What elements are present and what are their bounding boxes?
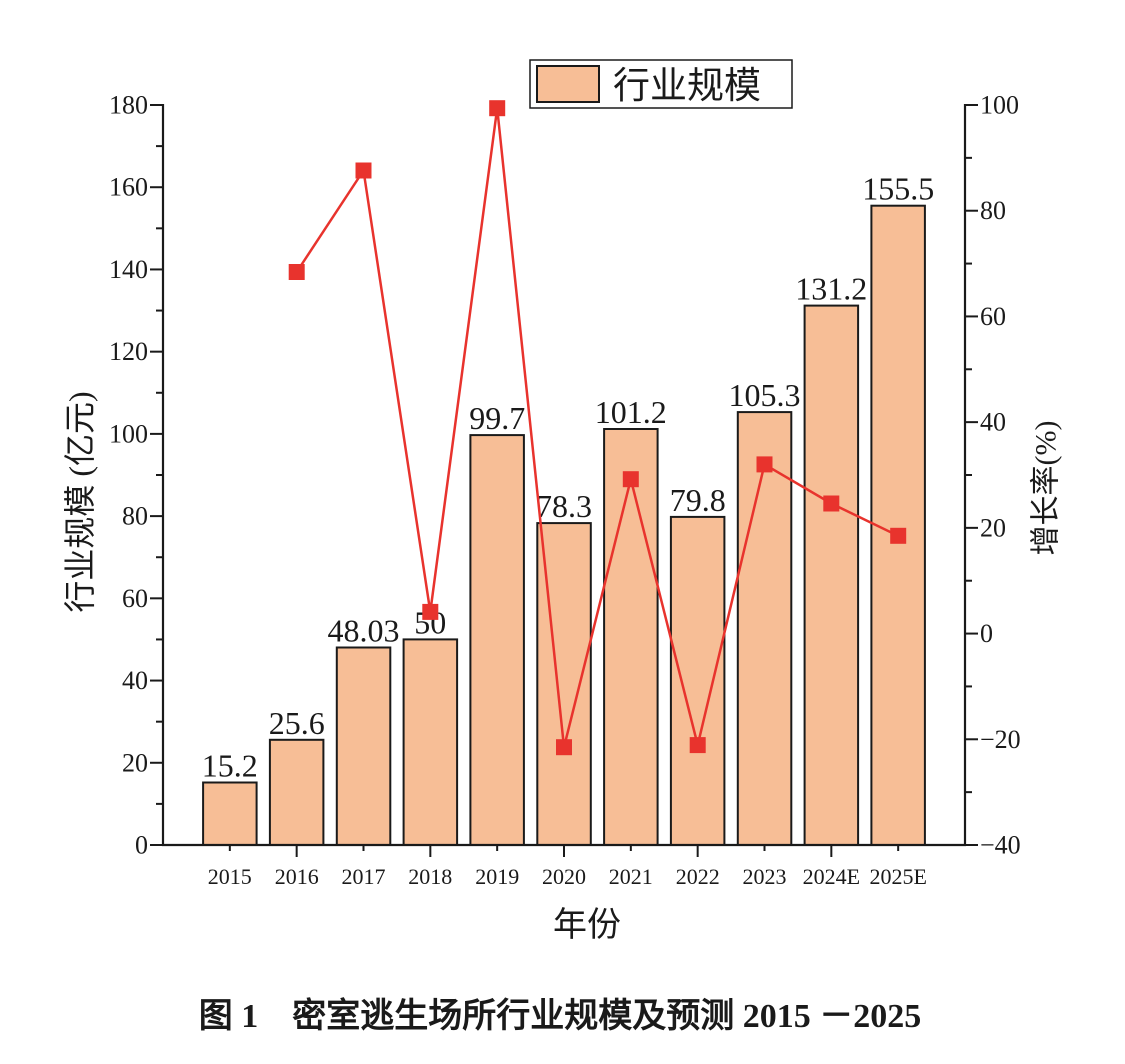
y2-tick-label: 40 [980, 408, 1006, 437]
growth-rate-marker-2016 [288, 264, 305, 280]
bar-2025E [870, 204, 926, 846]
y-tick-label: 80 [122, 502, 148, 531]
y2-tick-label: 20 [980, 513, 1006, 542]
x-tick-label-2024E: 2024E [803, 864, 860, 889]
bar-value-label-2019: 99.7 [469, 400, 525, 436]
bar-2018 [402, 638, 459, 847]
bars-layer [202, 204, 926, 847]
bar-value-label-2023: 105.3 [729, 377, 801, 413]
bar-value-label-2017: 48.03 [328, 613, 400, 649]
y-tick-label: 160 [109, 173, 148, 202]
x-axis-title: 年份 [553, 906, 621, 944]
x-tick-label-2021: 2021 [609, 864, 653, 889]
axes: 0 20 40 60 80 100 120 140 160 180 −40 −20 0 20 40 60 80 1… [109, 91, 1021, 890]
bar-2017 [335, 646, 392, 846]
growth-rate-marker-2022 [689, 737, 706, 754]
y-tick-label: 100 [109, 419, 148, 448]
growth-rate-marker-2025E [890, 527, 907, 544]
legend: 行业规模 [529, 59, 793, 109]
y-axis-title: 行业规模 (亿元) [62, 391, 98, 612]
figure-caption: 图 1 密室逃生场所行业规模及预测 2015 －2025 [199, 996, 922, 1035]
growth-rate-marker-2023 [756, 456, 773, 473]
bar-value-labels: 15.225.648.03 5099.778.3101.279.8105.3131… [202, 171, 934, 784]
growth-rate-marker-2020 [556, 739, 572, 756]
x-tick-label-2019: 2019 [475, 864, 519, 889]
bar-2022 [669, 515, 726, 847]
y2-tick-label: −20 [980, 725, 1021, 754]
growth-rate-marker-2024E [823, 495, 840, 512]
bar-2021 [603, 428, 659, 846]
bar-value-label-2015: 15.2 [202, 748, 258, 784]
x-tick-label-2017: 2017 [342, 864, 386, 889]
bar-2024E [803, 304, 860, 847]
bar-value-label-2016: 25.6 [269, 705, 325, 741]
bar-value-label-2022: 79.8 [670, 482, 726, 518]
x-tick-label-2015: 2015 [208, 864, 252, 889]
x-tick-label-2023: 2023 [743, 864, 787, 889]
bar-value-label-2020: 78.3 [536, 488, 592, 524]
y-tick-label: 180 [109, 91, 148, 120]
growth-rate-line [295, 108, 899, 748]
bar-value-label-2025E: 155.5 [862, 171, 934, 207]
y-tick-label: 20 [122, 748, 148, 777]
y-tick-label: 140 [109, 255, 148, 284]
y2-tick-label: 100 [980, 91, 1019, 120]
bar-2019 [469, 434, 525, 846]
legend-label: 行业规模 [613, 65, 761, 107]
y2-tick-label: 0 [980, 619, 993, 648]
growth-rate-marker-2019 [489, 100, 506, 117]
bar-2023 [736, 411, 793, 846]
y-tick-label: 60 [122, 584, 148, 613]
y-tick-label: 0 [135, 831, 148, 860]
x-tick-label-2018: 2018 [408, 864, 452, 889]
bar-value-label-2024E: 131.2 [795, 271, 867, 307]
growth-rate-marker-2018 [422, 603, 439, 620]
bar-2015 [202, 781, 258, 846]
x-tick-label-2020: 2020 [542, 864, 586, 889]
growth-rate-marker-2017 [355, 162, 372, 179]
legend-swatch [536, 65, 600, 103]
y2-tick-label: 80 [980, 196, 1006, 225]
x-tick-label-2016: 2016 [275, 864, 319, 889]
y2-axis-title: 增长率(%) [1030, 421, 1063, 556]
y-tick-label: 40 [122, 666, 148, 695]
y2-tick-label: −40 [980, 831, 1021, 860]
y-tick-label: 120 [109, 337, 148, 366]
x-tick-label-2022: 2022 [676, 864, 720, 889]
growth-rate-marker-2021 [622, 471, 639, 488]
x-tick-label-2025E: 2025E [869, 864, 926, 889]
bar-2016 [268, 738, 325, 846]
bar-value-label-2021: 101.2 [595, 394, 667, 430]
growth-rate-layer [288, 100, 907, 756]
y2-tick-label: 60 [980, 302, 1006, 331]
